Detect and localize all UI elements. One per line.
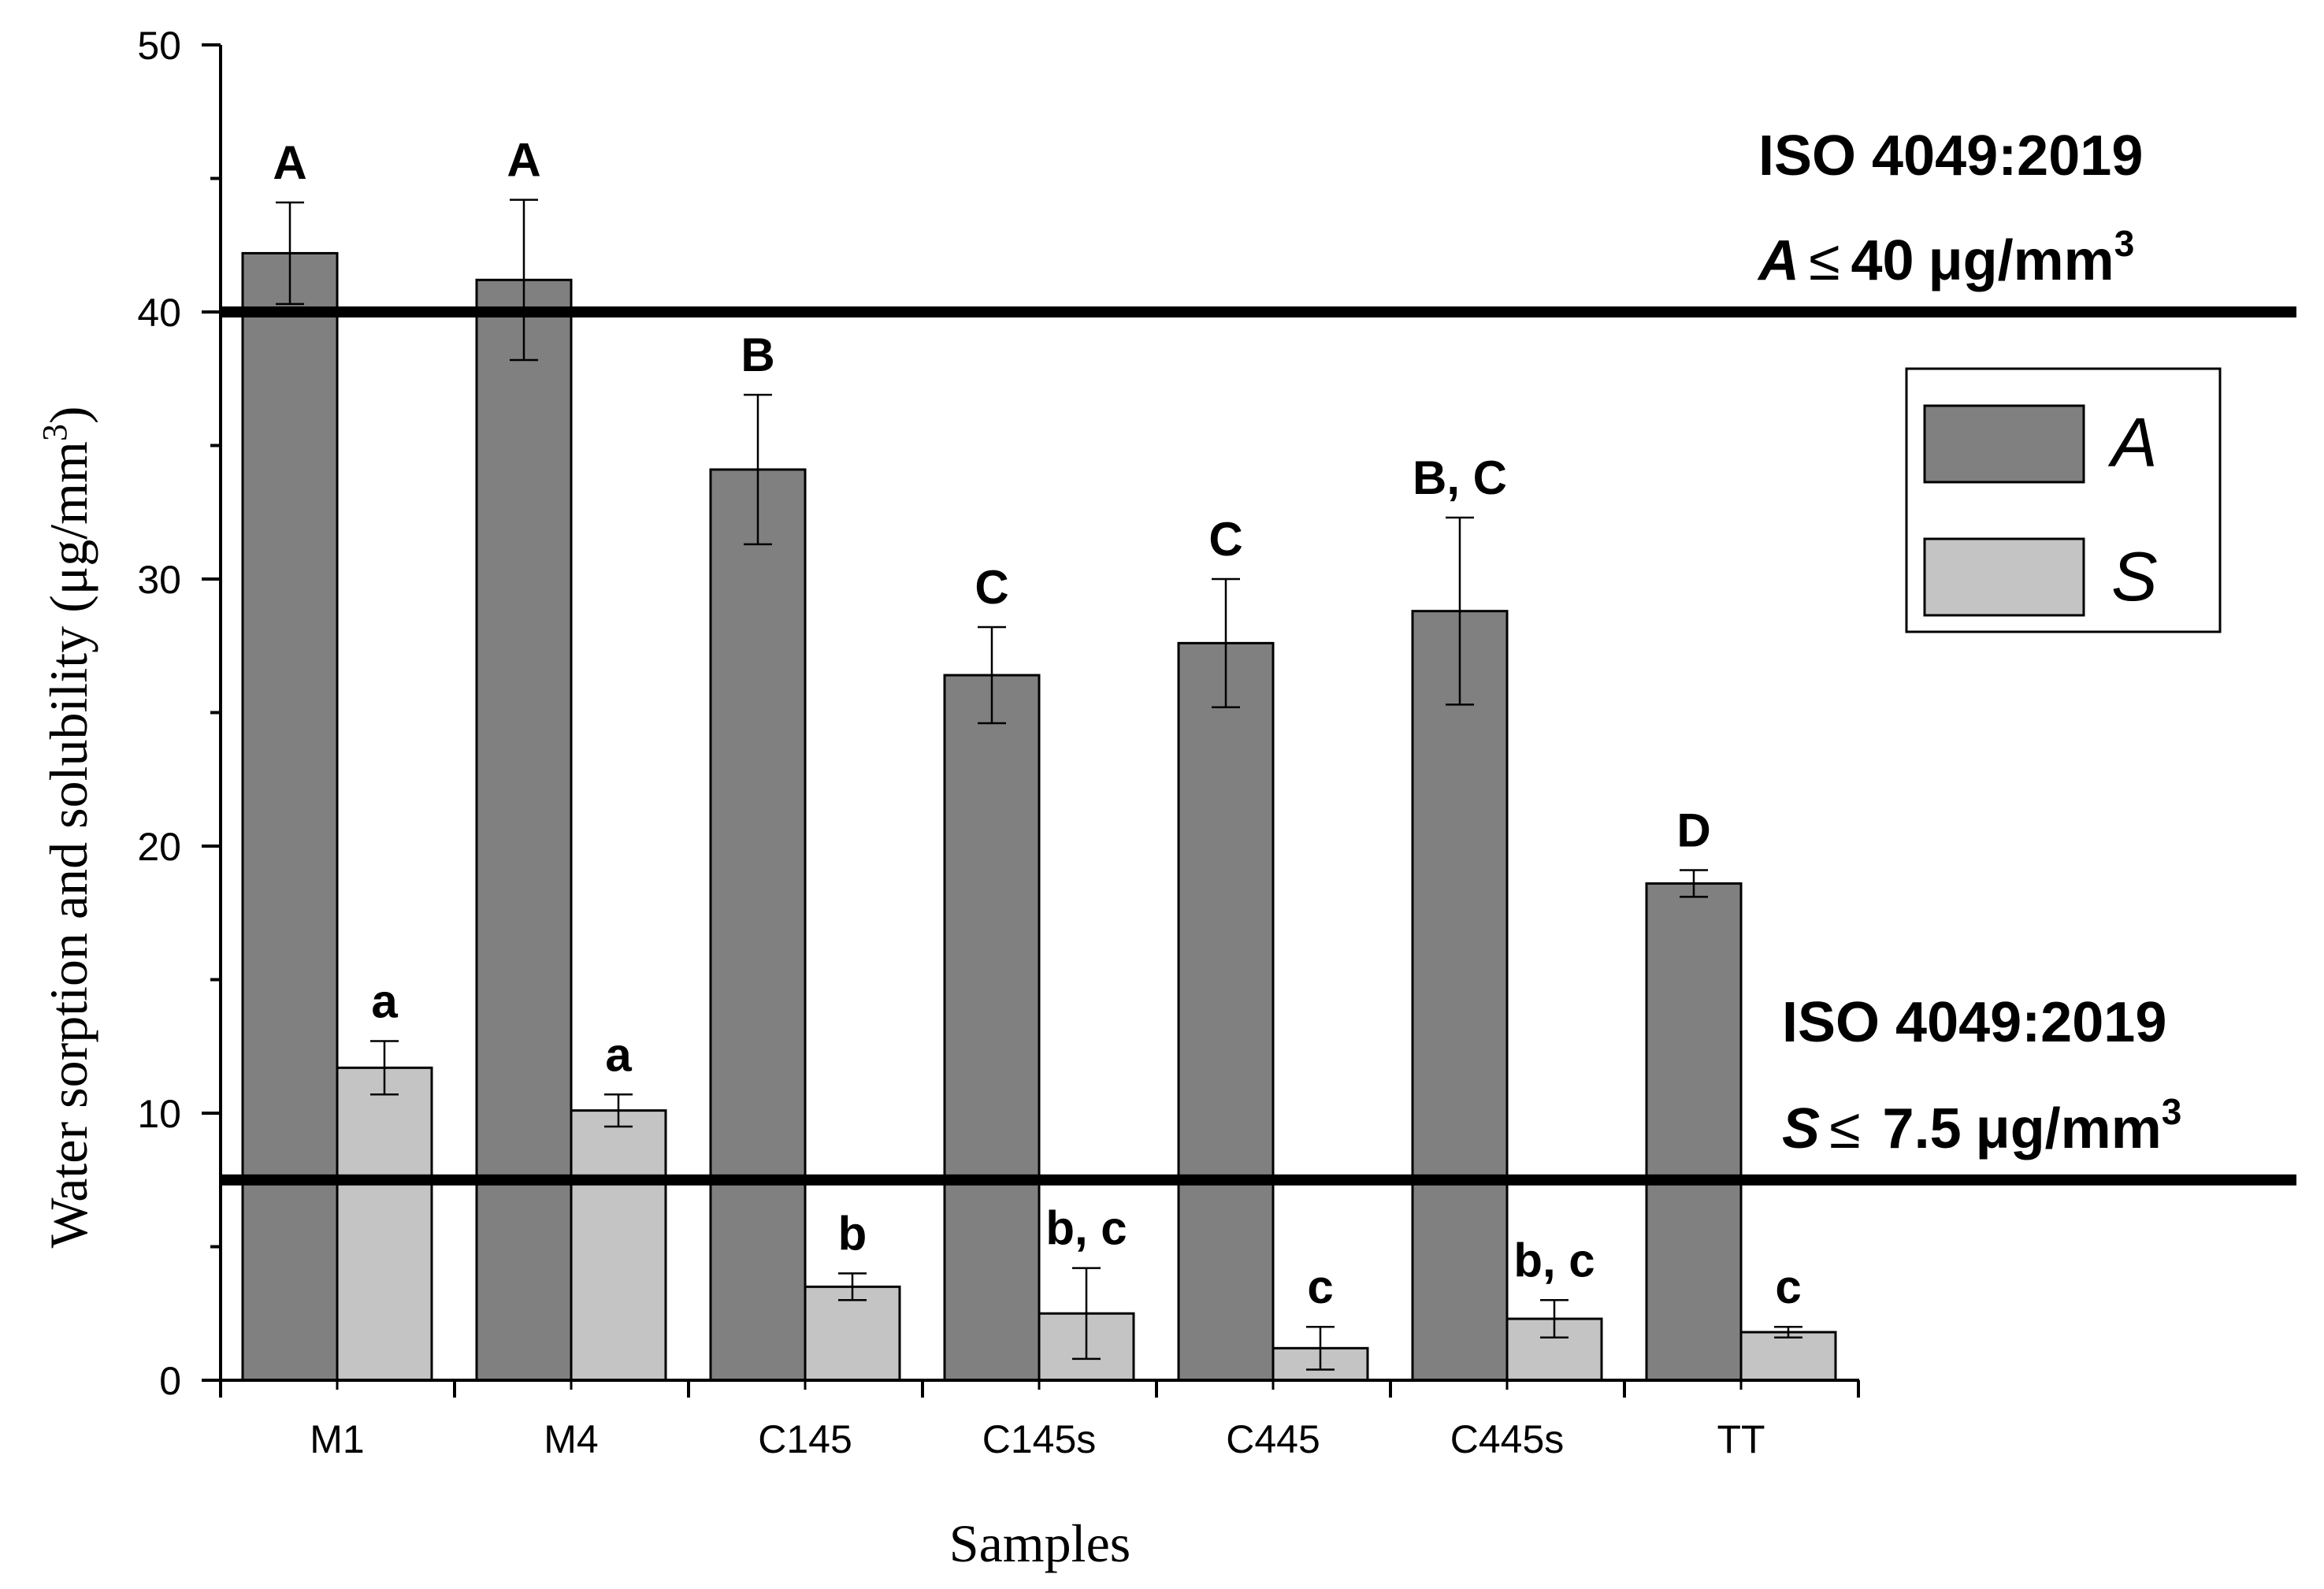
legend-swatch-a	[1923, 404, 2085, 484]
y-tick-label: 40	[137, 291, 181, 335]
error-bar-a-c445s	[1446, 516, 1474, 706]
threshold-annotation-s: ISO 4049:2019 S ≤7.5 μg/mm3	[1782, 991, 2181, 1160]
bar-a-c445	[1177, 641, 1275, 1382]
bars-layer: Aa Aa Bb Cb, c Cc B, C b, c Dc	[241, 134, 1837, 1382]
y-tick-label: 30	[137, 558, 181, 602]
error-bar-s-m4	[604, 1093, 633, 1128]
bar-s-c145	[804, 1285, 901, 1382]
x-tick-label-tt: TT	[1717, 1417, 1765, 1461]
legend-swatch-s	[1923, 537, 2085, 617]
bar-a-m1	[241, 251, 339, 1382]
legend-label-s: S	[2111, 537, 2158, 615]
y-tick-label: 10	[137, 1092, 181, 1136]
x-axis-title: Samples	[949, 1513, 1130, 1573]
error-bar-a-c145s	[978, 626, 1006, 725]
sig-label-s-tt: c	[1775, 1260, 1801, 1313]
sig-label-s-c445s: b, c	[1513, 1234, 1595, 1286]
error-bar-s-c445	[1306, 1325, 1335, 1371]
error-bar-s-m1	[370, 1040, 399, 1096]
error-bar-a-c145	[744, 393, 772, 546]
sig-label-a-m1: A	[273, 136, 306, 189]
error-bar-s-c445s	[1540, 1299, 1569, 1339]
y-tick-label: 0	[159, 1359, 181, 1403]
x-tick-label-c145: C145	[758, 1417, 852, 1461]
sig-label-s-c445: c	[1307, 1260, 1333, 1313]
sig-label-a-m4: A	[507, 134, 540, 187]
threshold-annotation-a: ISO 4049:2019 A ≤40 μg/mm3	[1757, 124, 2143, 292]
threshold-a-condition: A ≤40 μg/mm3	[1757, 223, 2134, 292]
bar-a-c145	[709, 468, 807, 1382]
error-bar-a-m4	[510, 199, 538, 362]
x-tick-label-c445: C445	[1226, 1417, 1320, 1461]
threshold-s-condition: S ≤7.5 μg/mm3	[1782, 1091, 2181, 1160]
sig-label-a-c445: C	[1208, 513, 1242, 566]
sig-label-s-m4: a	[605, 1028, 632, 1081]
bar-a-m4	[475, 278, 573, 1382]
threshold-s-standard: ISO 4049:2019	[1782, 991, 2166, 1054]
error-bar-a-c445	[1212, 577, 1240, 708]
legend: A S	[1905, 367, 2222, 633]
error-bar-s-tt	[1774, 1325, 1802, 1339]
threshold-a-standard: ISO 4049:2019	[1758, 124, 2143, 187]
sig-label-s-c145: b	[838, 1207, 867, 1260]
bar-a-c445s	[1411, 610, 1509, 1382]
axes: 0 10 20 30 40 50 M1 M4 C145 C145s C445 C445s TT	[137, 24, 1860, 1461]
sig-label-s-c145s: b, c	[1045, 1202, 1127, 1255]
sig-label-s-m1: a	[371, 975, 398, 1027]
bar-a-c145s	[943, 674, 1041, 1382]
y-tick-label: 50	[137, 24, 181, 68]
x-tick-label-c145s: C145s	[982, 1417, 1097, 1461]
legend-label-a: A	[2107, 403, 2158, 481]
bar-s-m4	[570, 1109, 667, 1382]
sig-label-a-c145: B	[741, 329, 774, 381]
x-tick-label-c445s: C445s	[1450, 1417, 1565, 1461]
error-bar-a-tt	[1680, 869, 1708, 898]
y-tick-label: 20	[137, 825, 181, 869]
sig-label-a-c445s: B, C	[1413, 451, 1507, 504]
sig-label-a-c145s: C	[975, 561, 1008, 614]
bar-s-tt	[1739, 1331, 1837, 1382]
x-tick-label-m1: M1	[310, 1417, 364, 1461]
error-bar-a-m1	[276, 201, 304, 306]
error-bar-s-c145s	[1072, 1267, 1101, 1361]
bar-a-tt	[1645, 882, 1743, 1382]
x-tick-label-m4: M4	[544, 1417, 598, 1461]
bar-s-m1	[336, 1066, 433, 1382]
y-axis-title: Water sorption and solubility (μg/mm3)	[35, 406, 98, 1248]
sig-label-a-tt: D	[1676, 804, 1710, 857]
error-bar-s-c145	[838, 1272, 867, 1301]
threshold-lines	[221, 306, 2296, 1186]
